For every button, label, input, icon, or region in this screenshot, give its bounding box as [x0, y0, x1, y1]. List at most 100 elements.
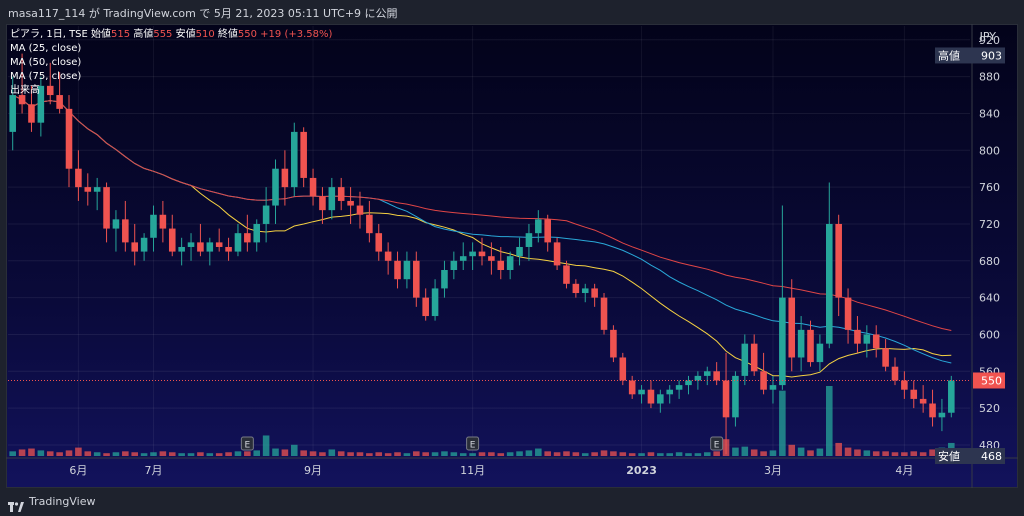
- candle-body: [506, 256, 514, 271]
- candle-body: [600, 297, 608, 330]
- volume-bar: [919, 452, 927, 456]
- volume-bar: [854, 449, 861, 456]
- legend-high-value: 555: [153, 29, 173, 40]
- volume-bar: [713, 451, 720, 456]
- volume-bar: [459, 453, 467, 456]
- earnings-marker[interactable]: [466, 436, 480, 451]
- volume-bar: [75, 447, 82, 456]
- candle-body: [206, 242, 214, 252]
- candle-body: [929, 403, 936, 418]
- legend-ma50[interactable]: MA (50, close): [10, 57, 82, 68]
- candle-body: [150, 214, 157, 238]
- candle-body: [234, 233, 242, 252]
- volume-bar: [441, 451, 448, 456]
- volume-bar: [375, 452, 383, 456]
- candle-body: [253, 223, 261, 243]
- volume-bar: [619, 452, 627, 456]
- y-tick-label: 640: [979, 292, 1000, 305]
- volume-bar: [431, 452, 439, 456]
- earnings-marker[interactable]: [710, 436, 724, 451]
- candle-body: [638, 389, 645, 395]
- chart-pane[interactable]: [6, 24, 1018, 488]
- volume-bar: [610, 451, 617, 456]
- tradingview-logo-icon: [8, 497, 24, 512]
- currency-label: JPY: [979, 30, 996, 43]
- candle-body: [319, 196, 326, 211]
- candle-body: [122, 219, 129, 243]
- legend-ma25[interactable]: MA (25, close): [10, 43, 82, 54]
- volume-bar: [131, 452, 138, 456]
- volume-bar: [56, 452, 63, 456]
- volume-bar: [366, 453, 373, 456]
- candle-body: [281, 168, 289, 188]
- volume-bar: [244, 451, 251, 456]
- y-tick-label: 840: [979, 107, 1000, 120]
- candle-body: [563, 265, 570, 284]
- volume-bar: [112, 452, 120, 456]
- candle-body: [28, 104, 35, 123]
- candle-body: [9, 95, 16, 132]
- x-tick-label: 4月: [895, 464, 913, 477]
- legend-open-value: 515: [111, 29, 131, 40]
- publish-info: masa117_114 が TradingView.com で 5月 21, 2…: [8, 7, 398, 20]
- volume-bar: [760, 451, 767, 456]
- candle-body: [891, 366, 899, 381]
- volume-bar: [638, 453, 645, 456]
- price-tag-value: 903: [981, 49, 1002, 62]
- volume-bar: [422, 452, 429, 456]
- earnings-marker-label: E: [714, 441, 720, 451]
- volume-bar: [469, 453, 476, 456]
- candle-body: [610, 329, 617, 358]
- volume-bar: [600, 450, 608, 456]
- candle-body: [159, 214, 167, 229]
- volume-bar: [516, 451, 523, 456]
- legend-volume[interactable]: 出来高: [10, 85, 40, 96]
- candle-body: [497, 260, 505, 271]
- price-tag-bg: [935, 448, 1005, 464]
- volume-bar: [703, 452, 711, 456]
- candle-body: [816, 343, 824, 363]
- volume-bar: [553, 452, 561, 456]
- volume-bar: [929, 449, 936, 456]
- volume-bar: [159, 451, 167, 456]
- candle-body: [37, 85, 45, 123]
- volume-bar: [563, 451, 570, 456]
- candle-body: [619, 357, 627, 381]
- volume-bar: [262, 435, 270, 456]
- footer-bar: [0, 488, 1024, 515]
- candle-body: [788, 297, 796, 358]
- volume-bar: [281, 449, 289, 456]
- candle-body: [422, 297, 429, 317]
- candle-body: [197, 242, 204, 252]
- volume-bar: [93, 452, 101, 456]
- price-tag-bg: [935, 47, 1005, 64]
- candle-body: [366, 214, 373, 234]
- legend-ohlc-row: ピアラ, 1日, TSE 始値515 高値555 安値510 終値550 +19…: [10, 28, 332, 42]
- candle-body: [56, 95, 63, 109]
- candle-body: [628, 380, 636, 395]
- volume-bar: [769, 450, 777, 456]
- volume-bar: [234, 451, 242, 456]
- earnings-marker[interactable]: [240, 436, 254, 451]
- volume-bar: [779, 390, 786, 456]
- volume-bar: [675, 452, 683, 456]
- x-tick-label: 9月: [304, 464, 322, 477]
- candle-body: [65, 108, 73, 169]
- volume-bar: [65, 450, 73, 456]
- volume-bar: [872, 451, 880, 456]
- candle-body: [450, 260, 458, 271]
- volume-bar: [197, 452, 204, 456]
- candle-body: [225, 246, 232, 252]
- candle-body: [46, 85, 54, 96]
- volume-bar: [253, 450, 261, 456]
- candle-body: [572, 283, 580, 294]
- volume-bar: [657, 453, 664, 456]
- candle-body: [178, 246, 185, 252]
- candle-body: [469, 251, 476, 257]
- volume-bar: [356, 452, 364, 456]
- tradingview-logo[interactable]: TradingView: [8, 495, 95, 512]
- candle-body: [375, 233, 383, 252]
- candle-body: [290, 131, 298, 188]
- legend-ma75[interactable]: MA (75, close): [10, 71, 82, 82]
